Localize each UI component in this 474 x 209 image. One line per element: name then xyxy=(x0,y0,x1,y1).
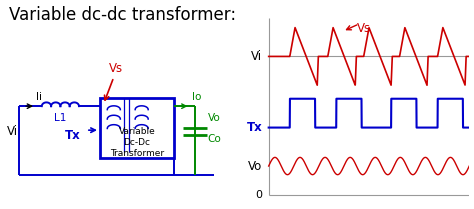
Text: Variable dc-dc transformer:: Variable dc-dc transformer: xyxy=(9,6,237,24)
Text: L1: L1 xyxy=(54,113,66,123)
Text: Vs: Vs xyxy=(109,62,123,75)
Text: Co: Co xyxy=(208,134,222,144)
Text: Ii: Ii xyxy=(36,92,42,102)
Text: Vs: Vs xyxy=(356,22,371,35)
Text: Vi: Vi xyxy=(251,50,262,63)
Text: Io: Io xyxy=(191,92,201,102)
Text: Vo: Vo xyxy=(208,113,220,123)
Bar xyxy=(100,98,174,158)
Text: Vo: Vo xyxy=(248,159,262,173)
Text: Tx: Tx xyxy=(246,121,262,134)
Text: Vi: Vi xyxy=(7,125,18,138)
Text: Variable
Dc-Dc
Transformer: Variable Dc-Dc Transformer xyxy=(110,127,164,158)
Text: 0: 0 xyxy=(255,190,262,200)
Text: Tx: Tx xyxy=(65,129,81,142)
